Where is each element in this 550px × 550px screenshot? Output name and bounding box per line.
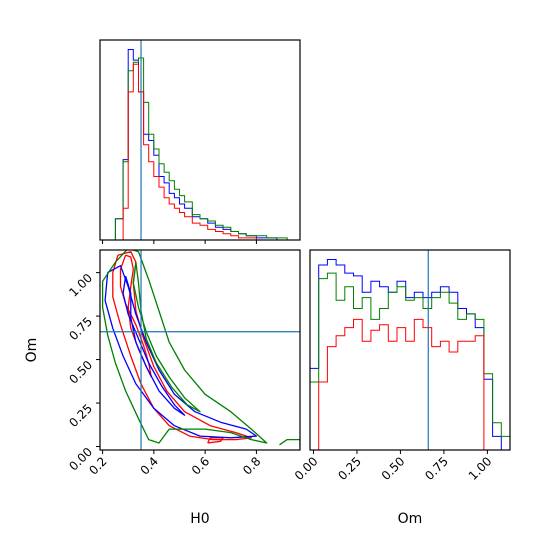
contour-outer-4 — [104, 265, 258, 439]
h0-histogram-frame — [99, 39, 301, 241]
h0-histogram-series-2 — [100, 63, 300, 241]
contour-outer-1 — [112, 251, 252, 441]
x-axis-label-h0: H0 — [190, 511, 209, 527]
contour-island-7 — [279, 438, 300, 447]
h0-om-contour-panel: 0.2 0.4 0.6 0.80.000.250.500.751.00 — [66, 249, 301, 478]
contour-inner-3 — [122, 275, 186, 416]
joint-frame — [99, 249, 301, 451]
h0-histogram-panel — [99, 39, 301, 244]
x-axis-label-om: Om — [398, 511, 423, 527]
y-axis-label-om: Om — [24, 338, 40, 363]
om-histogram-series-1 — [309, 272, 511, 450]
om-histogram-series-2 — [310, 318, 510, 451]
om-histogram-frame — [309, 249, 511, 451]
contour-outer-6 — [101, 250, 268, 444]
